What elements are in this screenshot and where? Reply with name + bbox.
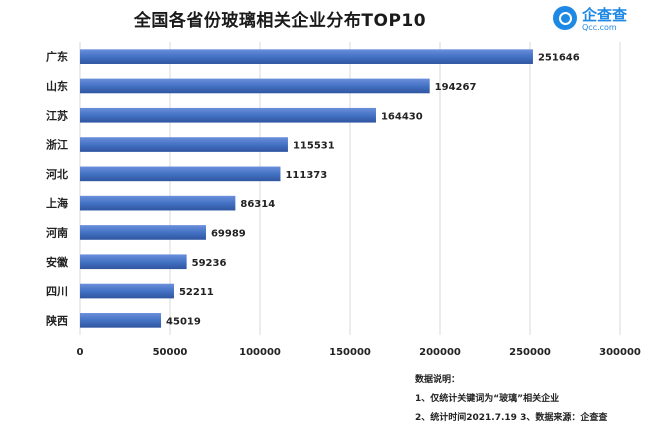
x-tick-label: 0 [77, 347, 84, 358]
bar-value-label: 52211 [179, 287, 214, 298]
bar-value-label: 45019 [166, 316, 201, 327]
logo-subtitle: Qcc.com [582, 23, 617, 32]
category-label: 上海 [46, 196, 68, 210]
bar-value-label: 111373 [285, 170, 327, 181]
x-tick-label: 50000 [153, 347, 188, 358]
category-label: 河北 [46, 167, 68, 181]
x-tick-label: 100000 [239, 347, 281, 358]
bar-value-label: 194267 [435, 82, 477, 93]
category-label: 四川 [46, 285, 68, 298]
bar [80, 137, 288, 152]
qcc-logo-icon [553, 6, 577, 30]
category-label: 河南 [46, 225, 68, 239]
bar-value-label: 115531 [293, 141, 335, 152]
x-tick-label: 150000 [329, 347, 371, 358]
bar [80, 283, 174, 299]
chart-title: 全国各省份玻璃相关企业分布TOP10 [133, 11, 427, 31]
bar [80, 49, 533, 64]
category-label: 安徽 [46, 255, 69, 269]
category-label: 陕西 [46, 313, 68, 327]
bar-value-label: 59236 [192, 258, 227, 269]
bar-value-label: 86314 [240, 199, 275, 210]
bar [80, 166, 281, 182]
x-tick-label: 200000 [419, 347, 461, 358]
bar [80, 254, 187, 270]
bar [80, 78, 430, 94]
bar [80, 195, 236, 211]
notes-heading: 数据说明： [415, 375, 461, 385]
category-label: 山东 [46, 79, 68, 93]
data-notes: 数据说明： 1、仅统计关键词为“玻璃”相关企业 2、统计时间2021.7.19 … [415, 371, 607, 428]
category-label: 江苏 [46, 108, 68, 122]
bar [80, 107, 376, 123]
x-tick-label: 300000 [599, 347, 641, 358]
notes-line-1: 1、仅统计关键词为“玻璃”相关企业 [415, 394, 560, 404]
bar-value-label: 69989 [211, 228, 246, 239]
notes-line-2: 2、统计时间2021.7.19 3、数据来源：企查查 [415, 413, 608, 423]
x-tick-label: 250000 [509, 347, 551, 358]
bar-value-label: 251646 [538, 53, 580, 64]
qcc-logo: 企查查 Qcc.com [553, 4, 657, 36]
bar [80, 313, 162, 328]
logo-name: 企查查 [582, 6, 628, 24]
category-label: 浙江 [46, 138, 68, 152]
bar-value-label: 164430 [381, 111, 423, 122]
category-label: 广东 [46, 50, 68, 64]
bar [80, 225, 206, 240]
